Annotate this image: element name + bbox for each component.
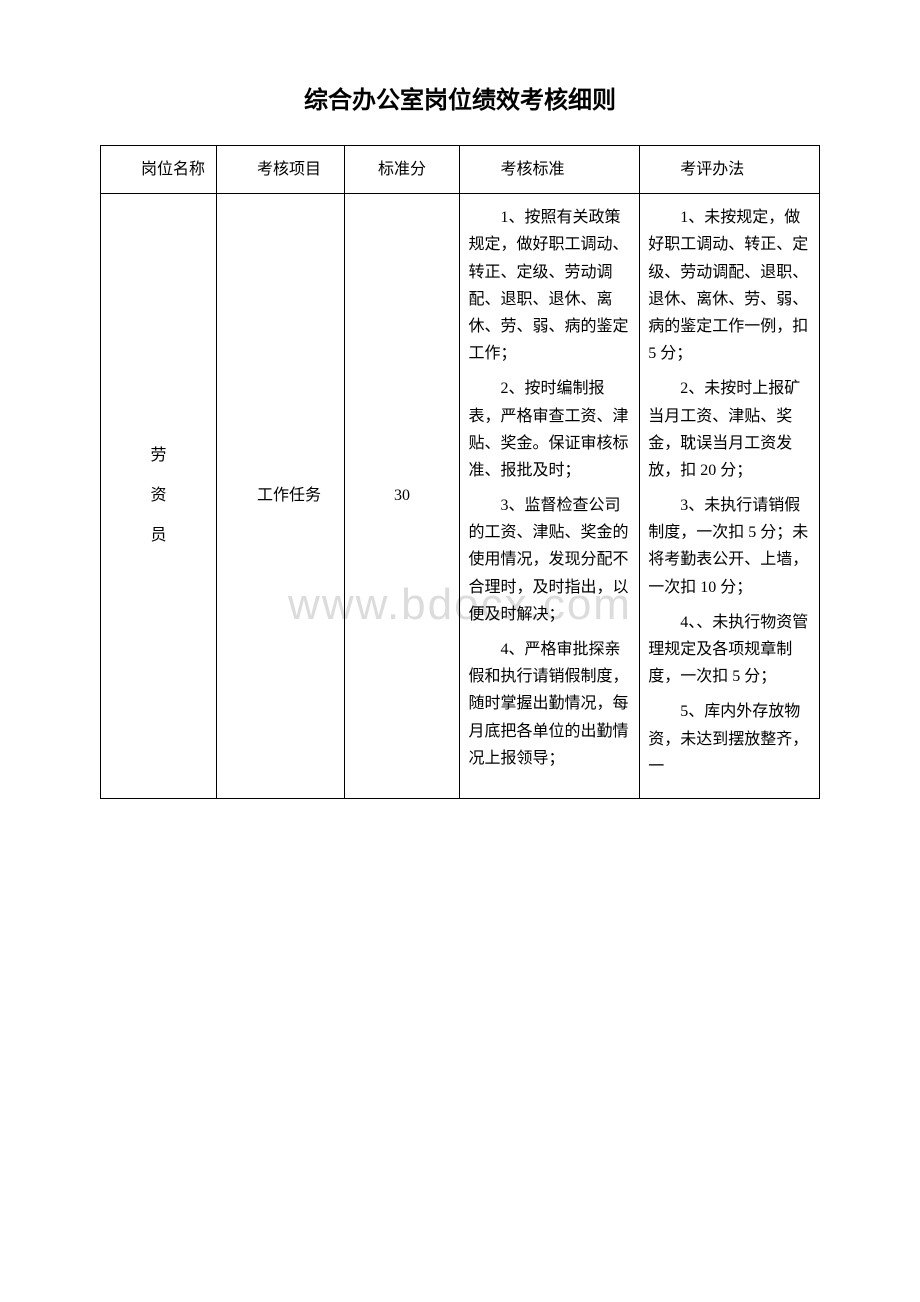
header-method: 考评办法: [640, 146, 820, 194]
method-p3: 3、未执行请销假制度，一次扣 5 分；未将考勤表公开、上墙，一次扣 10 分；: [648, 492, 811, 601]
header-criteria: 考核标准: [460, 146, 640, 194]
criteria-p4: 4、严格审批探亲假和执行请销假制度，随时掌握出勤情况，每月底把各单位的出勤情况上…: [468, 636, 631, 772]
method-p4: 4、、未执行物资管理规定及各项规章制度，一次扣 5 分；: [648, 609, 811, 691]
method-p5: 5、库内外存放物资，未达到摆放整齐，一: [648, 698, 811, 780]
cell-item: 工作任务: [216, 194, 344, 799]
method-p2: 2、未按时上报矿当月工资、津贴、奖金，耽误当月工资发放，扣 20 分；: [648, 375, 811, 484]
table-header-row: 岗位名称 考核项目 标准分 考核标准 考评办法: [101, 146, 820, 194]
criteria-p3: 3、监督检查公司的工资、津贴、奖金的使用情况，发现分配不合理时，及时指出，以便及…: [468, 492, 631, 628]
criteria-p1: 1、按照有关政策规定，做好职工调动、转正、定级、劳动调配、退职、退休、离休、劳、…: [468, 204, 631, 367]
header-score: 标准分: [344, 146, 460, 194]
header-item: 考核项目: [216, 146, 344, 194]
cell-position: 劳 资 员: [101, 194, 217, 799]
criteria-p2: 2、按时编制报表，严格审查工资、津贴、奖金。保证审核标准、报批及时；: [468, 375, 631, 484]
header-position: 岗位名称: [101, 146, 217, 194]
cell-criteria: 1、按照有关政策规定，做好职工调动、转正、定级、劳动调配、退职、退休、离休、劳、…: [460, 194, 640, 799]
assessment-table: 岗位名称 考核项目 标准分 考核标准 考评办法 劳 资 员 工作任务 30 1、…: [100, 145, 820, 799]
cell-score: 30: [344, 194, 460, 799]
cell-method: 1、未按规定，做好职工调动、转正、定级、劳动调配、退职、退休、离休、劳、弱、病的…: [640, 194, 820, 799]
method-p1: 1、未按规定，做好职工调动、转正、定级、劳动调配、退职、退休、离休、劳、弱、病的…: [648, 204, 811, 367]
table-row: 劳 资 员 工作任务 30 1、按照有关政策规定，做好职工调动、转正、定级、劳动…: [101, 194, 820, 799]
page-title: 综合办公室岗位绩效考核细则: [100, 80, 820, 115]
